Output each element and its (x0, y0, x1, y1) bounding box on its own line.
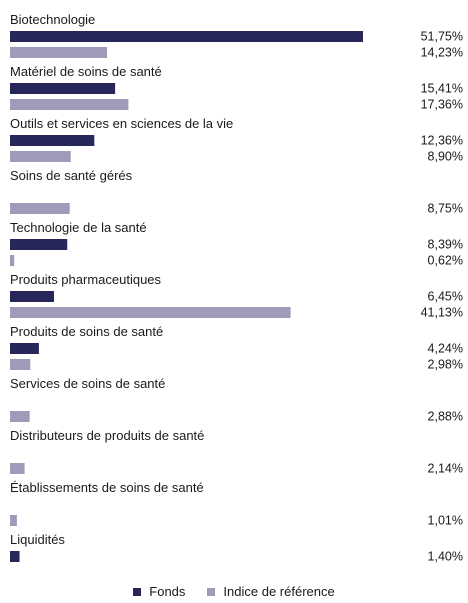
bar-fonds (10, 239, 68, 250)
bar-indice (10, 411, 30, 422)
value-label-indice: 14,23% (421, 46, 463, 60)
value-label-indice: 41,13% (421, 306, 463, 320)
bar-fonds (10, 83, 116, 94)
bar-fonds (10, 135, 95, 146)
bar-indice (10, 99, 129, 110)
legend-swatch-indice (207, 587, 216, 596)
value-label-indice: 8,90% (428, 150, 463, 164)
bar-fonds (10, 551, 20, 562)
category-label: Outils et services en sciences de la vie (10, 116, 233, 131)
legend: Fonds Indice de référence (0, 584, 468, 599)
category-label: Distributeurs de produits de santé (10, 428, 204, 443)
value-label-fonds: 6,45% (428, 290, 463, 304)
value-label-indice: 1,01% (428, 514, 463, 528)
category-label: Produits pharmaceutiques (10, 272, 162, 287)
bar-indice (10, 463, 25, 474)
bar-indice (10, 203, 70, 214)
category-label: Établissements de soins de santé (10, 480, 204, 495)
category-label: Technologie de la santé (10, 220, 147, 235)
bar-indice (10, 359, 31, 370)
legend-item-indice: Indice de référence (207, 584, 335, 599)
bar-fonds (10, 343, 39, 354)
value-label-fonds: 4,24% (428, 342, 463, 356)
legend-label-fonds: Fonds (149, 584, 186, 599)
category-label: Liquidités (10, 532, 65, 547)
value-label-fonds: 1,40% (428, 550, 463, 564)
legend-swatch-fonds (133, 587, 142, 596)
category-label: Services de soins de santé (10, 376, 165, 391)
category-label: Produits de soins de santé (10, 324, 163, 339)
bar-fonds (10, 291, 54, 302)
value-label-indice: 2,88% (428, 410, 463, 424)
value-label-indice: 8,75% (428, 202, 463, 216)
category-label: Soins de santé gérés (10, 168, 133, 183)
value-label-fonds: 51,75% (421, 30, 463, 44)
value-label-indice: 0,62% (428, 254, 463, 268)
value-label-fonds: 8,39% (428, 238, 463, 252)
legend-label-indice: Indice de référence (223, 584, 335, 599)
bar-indice (10, 515, 17, 526)
bar-indice (10, 307, 291, 318)
value-label-indice: 17,36% (421, 98, 463, 112)
value-label-indice: 2,14% (428, 462, 463, 476)
value-label-fonds: 15,41% (421, 82, 463, 96)
value-label-fonds: 12,36% (421, 134, 463, 148)
bar-indice (10, 255, 15, 266)
category-label: Matériel de soins de santé (10, 64, 162, 79)
category-label: Biotechnologie (10, 12, 95, 27)
bar-indice (10, 47, 108, 58)
legend-item-fonds: Fonds (133, 584, 185, 599)
bar-indice (10, 151, 71, 162)
value-label-indice: 2,98% (428, 358, 463, 372)
bar-fonds (10, 31, 363, 42)
